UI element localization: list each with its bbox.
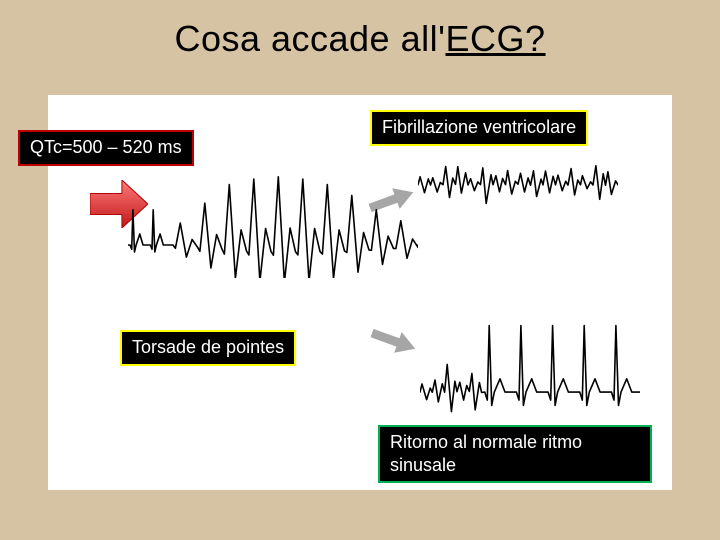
sinus-return-label: Ritorno al normale ritmosinusale <box>378 425 652 483</box>
page-title: Cosa accade all'ECG? <box>0 18 720 60</box>
ecg-torsade <box>128 168 418 278</box>
torsade-label: Torsade de pointes <box>120 330 296 366</box>
qtc-label: QTc=500 – 520 ms <box>18 130 194 166</box>
ecg-vf <box>418 154 618 210</box>
title-prefix: Cosa accade all' <box>174 18 445 59</box>
vf-label: Fibrillazione ventricolare <box>370 110 588 146</box>
title-underlined: ECG? <box>445 18 545 59</box>
ecg-sinus <box>420 318 640 413</box>
